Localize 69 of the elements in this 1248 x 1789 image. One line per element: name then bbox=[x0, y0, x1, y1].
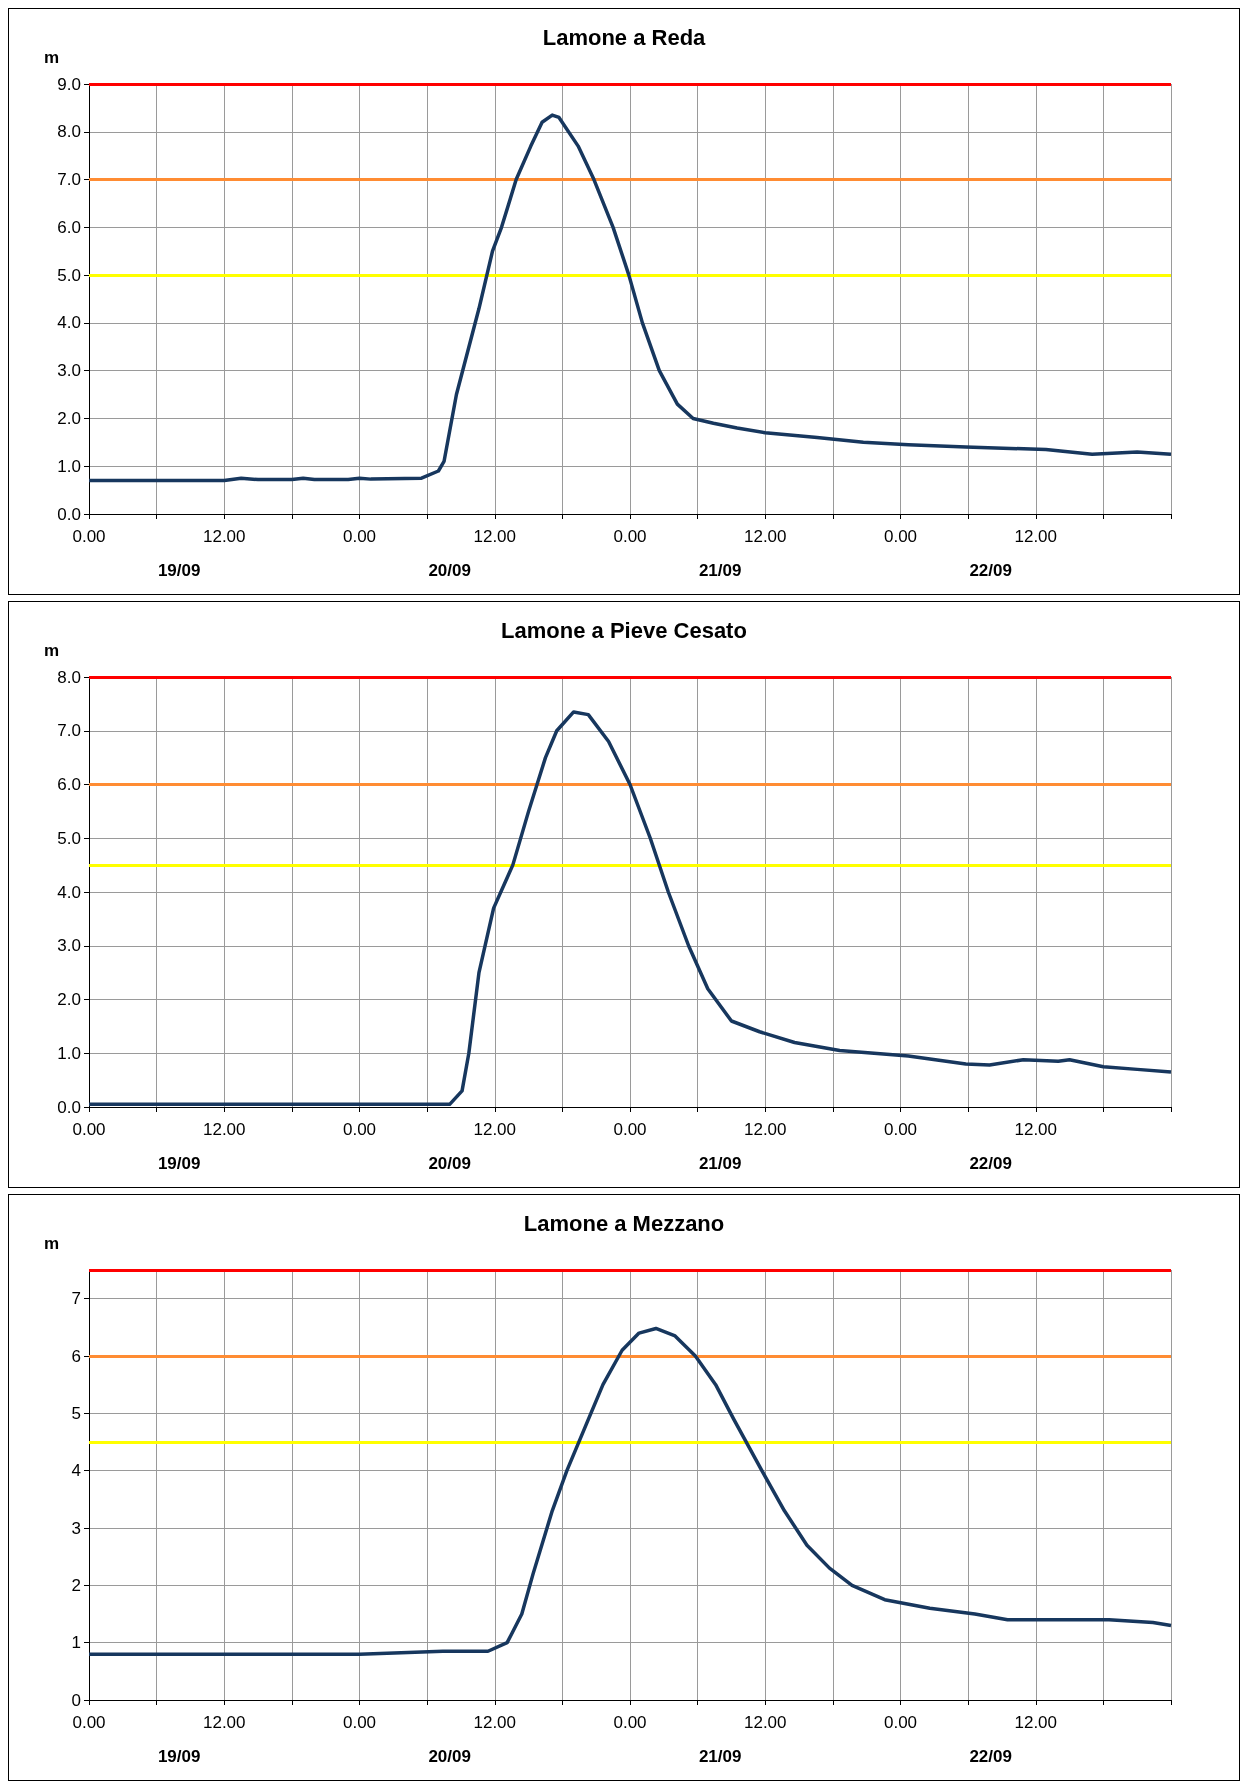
text: 22/09 bbox=[969, 1747, 1012, 1766]
x-tick-label: 12.00 bbox=[1014, 527, 1058, 546]
text: 19/09 bbox=[157, 561, 201, 580]
y-tick-label: 5.0 bbox=[57, 265, 81, 285]
y-axis-title: m bbox=[43, 1234, 59, 1253]
x-tick-label: 12.00 bbox=[1014, 1120, 1058, 1139]
x-tick-label: 12.00 bbox=[473, 1713, 517, 1732]
x-tick-label: 12.00 bbox=[473, 527, 517, 546]
y-tick-label: 4.0 bbox=[57, 882, 81, 902]
y-tick-label: 5.0 bbox=[57, 828, 81, 848]
y-tick-label: 8.0 bbox=[57, 667, 81, 687]
text: 20/09 bbox=[428, 1154, 471, 1173]
x-tick-label: 12.00 bbox=[202, 527, 246, 546]
y-tick-label: 0 bbox=[71, 1690, 81, 1710]
x-tick-label: 12.00 bbox=[743, 1120, 787, 1139]
y-tick-label: 3.0 bbox=[57, 936, 81, 956]
text: 20/09 bbox=[428, 1747, 471, 1766]
x-tick-label: 12.00 bbox=[473, 1120, 517, 1139]
y-tick-label: 3 bbox=[71, 1518, 81, 1538]
x-tick-label: 0.00 bbox=[342, 1120, 377, 1139]
chart-title: Lamone a Pieve Cesato bbox=[501, 617, 747, 643]
x-tick-label: 0.00 bbox=[342, 1713, 377, 1732]
text: 20/09 bbox=[428, 561, 471, 580]
x-tick-label: 12.00 bbox=[743, 527, 787, 546]
text: 21/09 bbox=[698, 561, 742, 580]
y-tick-label: 6 bbox=[71, 1346, 81, 1366]
y-tick-label: 6.0 bbox=[57, 217, 81, 237]
x-tick-label: 0.00 bbox=[883, 527, 918, 546]
text: 21/09 bbox=[698, 1154, 742, 1173]
text: 19/09 bbox=[157, 1747, 201, 1766]
x-tick-label: 0.00 bbox=[613, 1713, 647, 1732]
x-tick-label: 0.00 bbox=[883, 1713, 918, 1732]
y-tick-label: 3.0 bbox=[57, 361, 81, 381]
x-tick-label: 0.00 bbox=[342, 527, 377, 546]
x-tick-label: 0.00 bbox=[613, 527, 647, 546]
x-tick-label: 12.00 bbox=[202, 1713, 246, 1732]
y-tick-label: 1 bbox=[71, 1633, 81, 1653]
y-tick-label: 1.0 bbox=[57, 456, 81, 476]
y-axis-title: m bbox=[43, 641, 59, 660]
y-tick-label: 6.0 bbox=[57, 775, 81, 794]
text: 19/09 bbox=[157, 1154, 201, 1173]
x-tick-label: 12.00 bbox=[202, 1120, 246, 1139]
x-tick-label: 0.00 bbox=[613, 1120, 647, 1139]
x-tick-label: 12.00 bbox=[1014, 1713, 1058, 1732]
x-tick-label: 0.00 bbox=[72, 527, 106, 546]
text: 22/09 bbox=[969, 1154, 1012, 1173]
x-tick-label: 0.00 bbox=[72, 1713, 106, 1732]
y-tick-label: 9.0 bbox=[57, 74, 81, 94]
y-tick-label: 0.0 bbox=[57, 504, 81, 524]
y-tick-label: 2.0 bbox=[57, 408, 81, 428]
y-tick-label: 8.0 bbox=[57, 122, 81, 142]
y-tick-label: 0.0 bbox=[57, 1097, 81, 1117]
y-tick-label: 2.0 bbox=[57, 990, 81, 1009]
y-tick-label: 7.0 bbox=[57, 170, 81, 190]
y-axis-title: m bbox=[43, 48, 59, 67]
y-tick-label: 2 bbox=[71, 1575, 81, 1595]
y-tick-label: 1.0 bbox=[57, 1043, 81, 1063]
y-tick-label: 5 bbox=[71, 1403, 81, 1423]
y-tick-label: 4 bbox=[71, 1461, 81, 1481]
text: 21/09 bbox=[698, 1747, 742, 1766]
y-tick-label: 7 bbox=[71, 1289, 81, 1309]
x-tick-label: 12.00 bbox=[743, 1713, 787, 1732]
y-tick-label: 7.0 bbox=[57, 721, 81, 741]
x-tick-label: 0.00 bbox=[883, 1120, 918, 1139]
text: 22/09 bbox=[969, 561, 1012, 580]
x-tick-label: 0.00 bbox=[72, 1120, 106, 1139]
y-tick-label: 4.0 bbox=[57, 313, 81, 333]
chart-title: Lamone a Mezzano bbox=[523, 1210, 725, 1236]
chart-title: Lamone a Reda bbox=[542, 24, 707, 50]
